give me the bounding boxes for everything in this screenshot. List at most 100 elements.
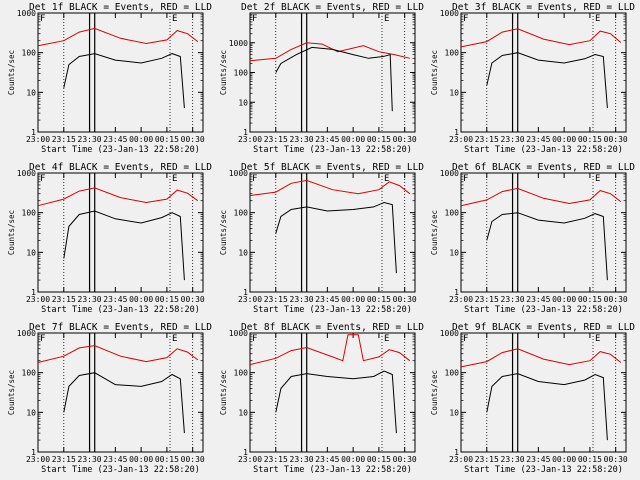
x-tick-label: 00:30 bbox=[393, 455, 417, 464]
marker-label-e: E bbox=[595, 14, 600, 24]
y-axis-label: Counts/sec bbox=[430, 50, 439, 95]
plot-frame bbox=[37, 332, 204, 453]
series-line-lld bbox=[37, 345, 199, 363]
chart-panel-2: Det 2f BLACK = Events, RED = LLD Counts/s… bbox=[219, 2, 424, 155]
x-tick-label: 23:00 bbox=[449, 135, 473, 144]
chart-panel-9: Det 9f BLACK = Events, RED = LLD Counts/s… bbox=[430, 322, 635, 475]
y-tick-label: 100 bbox=[445, 369, 460, 378]
marker-label-f: F bbox=[40, 14, 45, 24]
plot-frame bbox=[249, 332, 416, 453]
x-tick-label: 23:00 bbox=[238, 295, 262, 304]
x-tick-label: 00:15 bbox=[578, 295, 602, 304]
y-tick-label: 1000 bbox=[440, 329, 459, 338]
x-tick-label: 23:15 bbox=[264, 295, 288, 304]
y-tick-label: 10 bbox=[26, 248, 36, 257]
plot-frame bbox=[249, 172, 416, 293]
chart-title: Det 4f BLACK = Events, RED = LLD bbox=[29, 162, 212, 173]
series-line-events bbox=[63, 372, 185, 434]
x-tick-label: 23:30 bbox=[290, 295, 314, 304]
marker-label-e: E bbox=[384, 14, 389, 24]
y-tick-label: 1 bbox=[454, 128, 459, 137]
y-tick-label: 1000 bbox=[229, 169, 248, 178]
y-tick-label: 10 bbox=[26, 408, 36, 417]
y-tick-label: 100 bbox=[445, 49, 460, 58]
marker-label-f: F bbox=[252, 14, 257, 24]
x-tick-label: 00:00 bbox=[341, 135, 365, 144]
y-axis-label: Counts/sec bbox=[219, 50, 228, 95]
marker-label-e: E bbox=[595, 174, 600, 184]
x-tick-label: 00:15 bbox=[578, 455, 602, 464]
x-tick-label: 00:00 bbox=[129, 455, 153, 464]
x-tick-label: 00:30 bbox=[181, 455, 205, 464]
y-tick-label: 1000 bbox=[229, 329, 248, 338]
x-tick-label: 23:45 bbox=[103, 295, 127, 304]
marker-label-f: F bbox=[463, 334, 468, 344]
x-axis-label: Start Time (23-Jan-13 22:58:20) bbox=[253, 465, 412, 475]
panel-grid: Det 1f BLACK = Events, RED = LLD Counts/s… bbox=[7, 2, 635, 475]
x-tick-label: 23:15 bbox=[475, 455, 499, 464]
x-tick-label: 23:30 bbox=[78, 135, 102, 144]
chart-title: Det 5f BLACK = Events, RED = LLD bbox=[241, 162, 424, 173]
x-tick-label: 23:00 bbox=[449, 295, 473, 304]
y-tick-label: 1 bbox=[31, 448, 36, 457]
x-axis-label: Start Time (23-Jan-13 22:58:20) bbox=[464, 305, 623, 315]
x-tick-label: 23:15 bbox=[52, 295, 76, 304]
x-tick-label: 23:15 bbox=[264, 135, 288, 144]
marker-label-e: E bbox=[595, 334, 600, 344]
x-tick-label: 00:15 bbox=[155, 135, 179, 144]
series-line-events bbox=[486, 52, 608, 109]
x-tick-label: 23:15 bbox=[52, 455, 76, 464]
marker-label-e: E bbox=[172, 174, 177, 184]
series-line-events bbox=[63, 210, 185, 281]
x-axis-label: Start Time (23-Jan-13 22:58:20) bbox=[41, 145, 200, 155]
marker-label-f: F bbox=[463, 174, 468, 184]
marker-label-e: E bbox=[172, 334, 177, 344]
y-tick-label: 100 bbox=[234, 69, 249, 78]
x-tick-label: 23:00 bbox=[26, 295, 50, 304]
x-tick-label: 00:00 bbox=[552, 455, 576, 464]
x-tick-label: 23:30 bbox=[290, 455, 314, 464]
x-tick-label: 23:45 bbox=[526, 295, 550, 304]
marker-label-e: E bbox=[384, 174, 389, 184]
marker-label-f: F bbox=[252, 174, 257, 184]
chart-title: Det 9f BLACK = Events, RED = LLD bbox=[452, 322, 635, 333]
x-axis-label: Start Time (23-Jan-13 22:58:20) bbox=[41, 305, 200, 315]
y-tick-label: 1000 bbox=[440, 9, 459, 18]
chart-panel-8: Det 8f BLACK = Events, RED = LLD Counts/s… bbox=[219, 322, 424, 475]
y-tick-label: 1000 bbox=[229, 39, 248, 48]
y-tick-label: 1000 bbox=[17, 329, 36, 338]
x-tick-label: 23:30 bbox=[501, 295, 525, 304]
marker-label-f: F bbox=[40, 174, 45, 184]
series-line-events bbox=[486, 212, 608, 281]
marker-label-f: F bbox=[463, 14, 468, 24]
marker-label-f: F bbox=[40, 334, 45, 344]
y-tick-label: 1 bbox=[31, 288, 36, 297]
series-line-events bbox=[275, 46, 393, 112]
x-tick-label: 23:30 bbox=[501, 135, 525, 144]
chart-title: Det 3f BLACK = Events, RED = LLD bbox=[452, 2, 635, 13]
y-tick-label: 100 bbox=[234, 209, 249, 218]
x-tick-label: 23:45 bbox=[315, 295, 339, 304]
x-tick-label: 23:00 bbox=[26, 135, 50, 144]
x-axis-label: Start Time (23-Jan-13 22:58:20) bbox=[253, 145, 412, 155]
x-tick-label: 23:00 bbox=[238, 135, 262, 144]
chart-title: Det 1f BLACK = Events, RED = LLD bbox=[29, 2, 212, 13]
plot-frame bbox=[460, 12, 627, 133]
series-line-lld bbox=[249, 334, 411, 366]
x-tick-label: 00:30 bbox=[181, 295, 205, 304]
y-axis-label: Counts/sec bbox=[430, 210, 439, 255]
x-tick-label: 00:30 bbox=[604, 295, 628, 304]
plot-frame bbox=[460, 332, 627, 453]
y-tick-label: 10 bbox=[449, 248, 459, 257]
x-tick-label: 23:00 bbox=[449, 455, 473, 464]
series-line-lld bbox=[249, 179, 411, 197]
x-tick-label: 23:15 bbox=[475, 295, 499, 304]
x-tick-label: 23:00 bbox=[26, 455, 50, 464]
y-axis-label: Counts/sec bbox=[7, 370, 16, 415]
x-tick-label: 00:00 bbox=[552, 295, 576, 304]
x-tick-label: 00:30 bbox=[604, 135, 628, 144]
series-line-lld bbox=[37, 27, 199, 47]
x-tick-label: 00:15 bbox=[155, 295, 179, 304]
x-tick-label: 00:00 bbox=[552, 135, 576, 144]
